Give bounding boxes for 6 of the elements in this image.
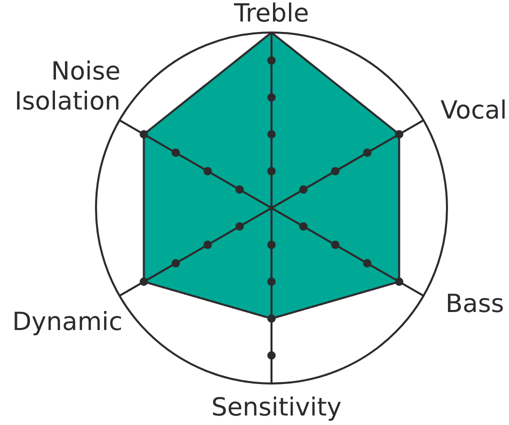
- spoke-label: Noise Isolation: [14, 56, 121, 116]
- spoke-label: Dynamic: [12, 306, 123, 336]
- spoke-label: Bass: [445, 288, 504, 318]
- spoke-label: Treble: [233, 0, 309, 28]
- spoke-label: Sensitivity: [211, 392, 342, 422]
- spoke-label: Vocal: [440, 95, 507, 124]
